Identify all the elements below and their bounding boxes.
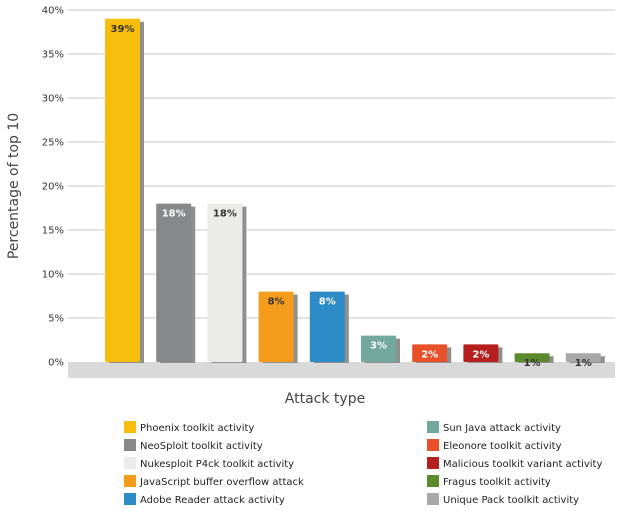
legend-swatch	[427, 421, 439, 433]
legend-swatch	[427, 475, 439, 487]
legend-label: Malicious toolkit variant activity	[443, 459, 602, 470]
bar-data-label: 1%	[524, 358, 541, 369]
bar-data-label: 18%	[213, 209, 237, 220]
y-tick-label: 35%	[42, 50, 64, 61]
legend-label: Nukesploit P4ck toolkit activity	[140, 459, 294, 470]
legend-item: Sun Java attack activity	[427, 421, 561, 434]
legend-swatch	[427, 439, 439, 451]
y-axis-title: Percentage of top 10	[6, 113, 22, 259]
legend-item: Fragus toolkit activity	[427, 475, 551, 488]
bar-data-label: 8%	[319, 297, 336, 308]
legend-item: Unique Pack toolkit activity	[427, 493, 579, 506]
legend-label: Phoenix toolkit activity	[140, 423, 254, 434]
bar: 18%	[156, 204, 195, 363]
y-tick-label: 15%	[42, 226, 64, 237]
x-axis-title: Attack type	[285, 391, 365, 407]
legend-swatch	[427, 457, 439, 469]
legend-label: Fragus toolkit activity	[443, 477, 551, 488]
y-tick-label: 40%	[42, 6, 64, 17]
bar-data-label: 1%	[575, 358, 592, 369]
legend-item: Nukesploit P4ck toolkit activity	[124, 457, 294, 470]
legend-item: Eleonore toolkit activity	[427, 439, 562, 452]
legend-item: JavaScript buffer overflow attack	[124, 475, 304, 488]
legend-item: Adobe Reader attack activity	[124, 493, 285, 506]
legend-label: JavaScript buffer overflow attack	[139, 477, 304, 488]
bar: 8%	[310, 292, 349, 363]
bar: 8%	[259, 292, 298, 363]
bar-data-label: 3%	[370, 341, 387, 352]
bar: 2%	[463, 344, 502, 363]
bar-rect	[105, 19, 140, 362]
bar: 39%	[105, 19, 144, 363]
legend-item: Malicious toolkit variant activity	[427, 457, 602, 470]
y-tick-label: 0%	[48, 358, 64, 369]
legend-swatch	[124, 421, 136, 433]
legend-swatch	[124, 439, 136, 451]
bar-data-label: 2%	[421, 349, 438, 360]
bar: 18%	[207, 204, 246, 363]
y-tick-label: 10%	[42, 270, 64, 281]
bar-data-label: 2%	[472, 349, 489, 360]
bar-data-label: 18%	[162, 209, 186, 220]
legend: Phoenix toolkit activity NeoSploit toolki…	[124, 421, 602, 506]
legend-swatch	[124, 475, 136, 487]
legend-label: Unique Pack toolkit activity	[443, 495, 579, 506]
legend-label: Eleonore toolkit activity	[443, 441, 562, 452]
bar-rect	[156, 204, 191, 362]
bars: 39% 18% 18% 8% 8% 3% 2% 2% 1% 1%	[105, 19, 605, 369]
legend-swatch	[124, 493, 136, 505]
legend-item: Phoenix toolkit activity	[124, 421, 254, 434]
gridlines	[68, 10, 615, 318]
y-tick-label: 5%	[48, 314, 64, 325]
bar-data-label: 8%	[268, 297, 285, 308]
bar: 2%	[412, 344, 451, 363]
legend-label: Adobe Reader attack activity	[140, 495, 285, 506]
bar-rect	[207, 204, 242, 362]
bar: 3%	[361, 336, 400, 363]
y-tick-label: 30%	[42, 94, 64, 105]
legend-label: Sun Java attack activity	[443, 423, 561, 434]
y-tick-label: 25%	[42, 138, 64, 149]
y-tick-labels: 0% 5% 10% 15% 20% 25% 30% 35% 40%	[42, 6, 64, 369]
legend-swatch	[427, 493, 439, 505]
legend-item: NeoSploit toolkit activity	[124, 439, 263, 452]
bar-data-label: 39%	[111, 24, 135, 35]
legend-swatch	[124, 457, 136, 469]
legend-label: NeoSploit toolkit activity	[140, 441, 263, 452]
y-tick-label: 20%	[42, 182, 64, 193]
